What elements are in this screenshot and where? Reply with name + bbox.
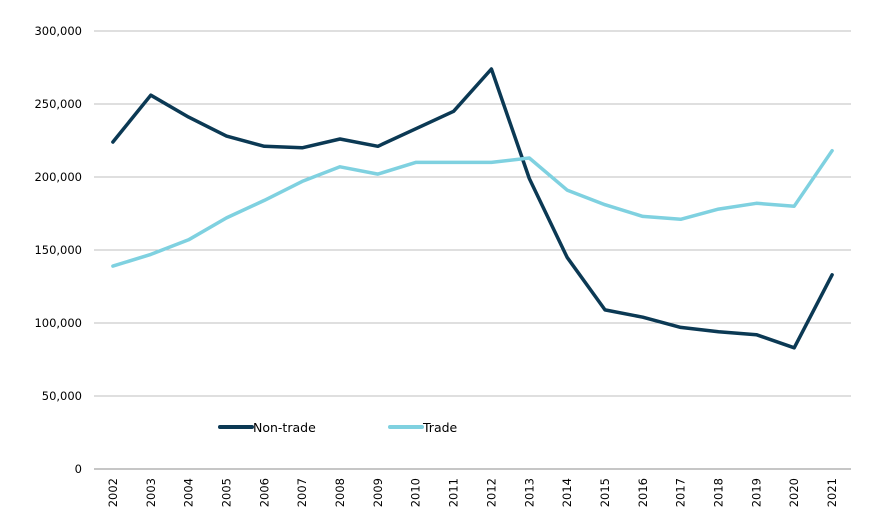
x-tick-label-2019: 2019: [749, 478, 763, 507]
x-tick-label-2021: 2021: [825, 478, 839, 507]
x-tick-label-2009: 2009: [371, 478, 385, 507]
series-line-trade: [111, 148, 834, 268]
x-tick-label-2003: 2003: [144, 478, 158, 507]
x-tick-label-2011: 2011: [447, 478, 461, 507]
x-tick-label-2014: 2014: [560, 478, 574, 507]
legend: Non-trade Trade: [218, 420, 458, 435]
x-tick-label-2013: 2013: [522, 478, 536, 507]
series-lines: [111, 67, 834, 350]
x-tick-label-2017: 2017: [674, 478, 688, 507]
x-tick-label-2008: 2008: [333, 478, 347, 507]
y-tick-label-1: 50,000: [42, 389, 82, 403]
x-tick-label-2020: 2020: [787, 478, 801, 507]
x-axis-ticks: 2002 2003 2004 2005 2006 2007 2008 2009 2010 2011…: [106, 478, 839, 507]
legend-label-trade: Trade: [422, 420, 458, 435]
y-tick-label-0: 0: [75, 462, 82, 476]
y-tick-label-2: 100,000: [34, 316, 82, 330]
x-tick-label-2015: 2015: [598, 478, 612, 507]
y-tick-label-3: 150,000: [34, 243, 82, 257]
y-tick-label-5: 250,000: [34, 97, 82, 111]
x-tick-label-2007: 2007: [295, 478, 309, 507]
x-tick-label-2002: 2002: [106, 478, 120, 507]
y-tick-label-4: 200,000: [34, 170, 82, 184]
legend-label-non-trade: Non-trade: [253, 420, 316, 435]
x-tick-label-2016: 2016: [636, 478, 650, 507]
x-tick-label-2005: 2005: [219, 478, 233, 507]
x-tick-label-2006: 2006: [257, 478, 271, 507]
x-tick-label-2004: 2004: [182, 478, 196, 507]
y-axis-ticks: 0 50,000 100,000 150,000 200,000 250,000 300,0…: [34, 24, 82, 476]
series-line-non-trade: [111, 67, 834, 350]
x-tick-label-2010: 2010: [409, 478, 423, 507]
y-tick-label-6: 300,000: [34, 24, 82, 38]
x-tick-label-2012: 2012: [484, 478, 498, 507]
gridlines: [94, 30, 851, 470]
x-tick-label-2018: 2018: [712, 478, 726, 507]
